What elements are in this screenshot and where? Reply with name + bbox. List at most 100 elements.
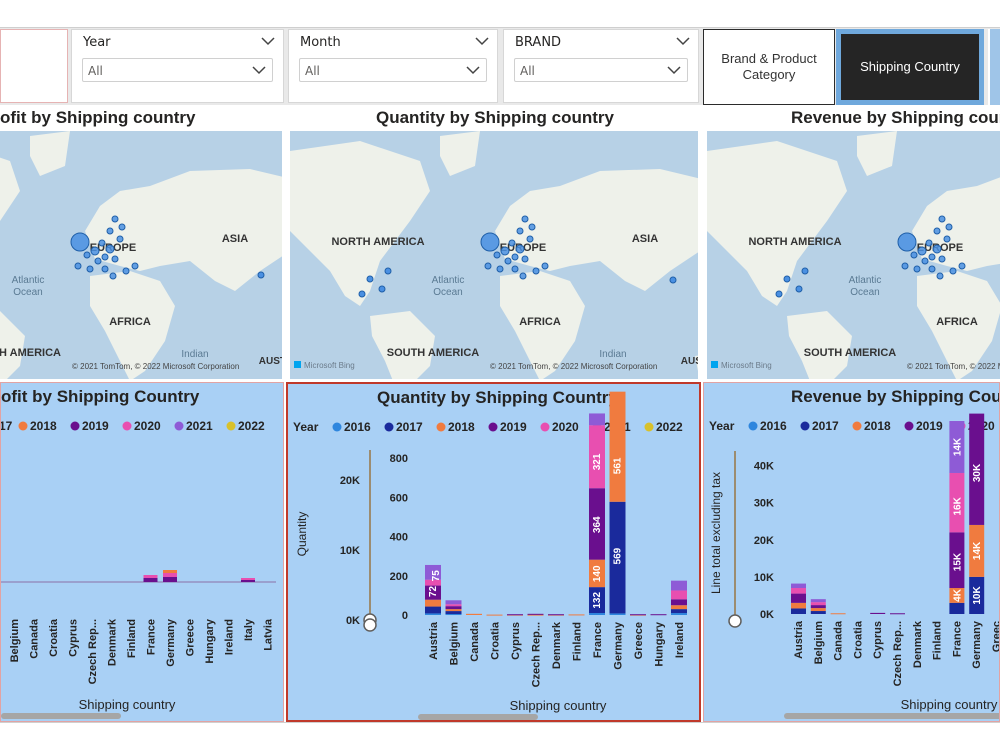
x-tick-label: Canada xyxy=(469,621,481,662)
x-tick-label: Austria xyxy=(793,620,805,659)
country-bubble xyxy=(541,262,549,270)
country-bubble xyxy=(516,227,524,235)
legend-label: 2016 xyxy=(344,420,371,434)
quantity-chart[interactable]: Quantity by Shipping Country Year 2016 2017… xyxy=(286,382,701,722)
chevron-down-icon[interactable] xyxy=(676,36,690,46)
north-america-landmass xyxy=(290,141,430,306)
nav-button-partial[interactable] xyxy=(988,29,1000,105)
month-slicer: Month All xyxy=(288,29,498,103)
x-tick-label: France xyxy=(592,622,604,658)
chevron-down-icon[interactable] xyxy=(475,36,489,46)
chart-title: Quantity by Shipping Country xyxy=(377,388,618,407)
africa-label: AFRICA xyxy=(519,316,561,328)
bar-segment xyxy=(163,577,177,582)
shipping-country-button[interactable]: Shipping Country xyxy=(836,29,984,105)
x-axis-title: Shipping country xyxy=(901,697,998,712)
y-tick-label: 200 xyxy=(390,571,408,583)
bar-segment xyxy=(949,588,965,603)
legend-label: 2020 xyxy=(134,419,161,433)
country-bubble xyxy=(480,232,500,252)
country-bubble xyxy=(936,272,944,280)
x-tick-label: Denmark xyxy=(107,618,119,666)
x-tick-label: Germany xyxy=(613,621,625,670)
horizontal-scrollbar xyxy=(1,713,121,719)
bing-logo-icon xyxy=(294,361,301,368)
data-label: 30K xyxy=(972,463,983,482)
x-tick-label: Belgium xyxy=(9,619,21,663)
x-tick-label: Belgium xyxy=(813,621,825,665)
country-bubble xyxy=(521,255,529,263)
bar-segment xyxy=(810,605,826,609)
legend-marker xyxy=(122,421,132,431)
country-bubble xyxy=(122,267,130,275)
profit-map[interactable]: EUROPEASIAAFRICAH AMERICAAtlanticOceanIn… xyxy=(0,131,282,379)
bar-segment xyxy=(791,593,806,603)
country-bubble xyxy=(519,272,527,280)
year-dropdown[interactable]: All xyxy=(82,58,273,82)
month-slicer-title: Month xyxy=(300,35,341,50)
country-bubble xyxy=(257,271,265,279)
y-tick-label: 20K xyxy=(754,535,774,547)
y-tick-label: 400 xyxy=(390,532,408,544)
bar-segment xyxy=(890,613,905,615)
range-slider-handle xyxy=(363,618,377,632)
data-label: 140 xyxy=(592,565,603,582)
country-bubble xyxy=(493,251,501,259)
slider-tick-label: 20K xyxy=(340,475,360,487)
legend-marker xyxy=(644,422,654,432)
data-label: 561 xyxy=(613,457,624,474)
country-bubble xyxy=(945,223,953,231)
legend-label-partial: 17 xyxy=(1,419,13,433)
legend-marker xyxy=(800,421,810,431)
country-bubble xyxy=(921,257,929,265)
indian-ocean-label: Indian xyxy=(181,349,208,360)
revenue-chart[interactable]: Revenue by Shipping Cour Year 2016 2017 2018… xyxy=(703,382,1000,722)
revenue-map[interactable]: NORTH AMERICAEUROPEASIAAFRICASOUTH AMERI… xyxy=(707,131,1000,379)
legend-label: 2020 xyxy=(552,420,579,434)
x-tick-label: Belgium xyxy=(449,622,461,666)
x-tick-label: Austria xyxy=(428,621,440,660)
profit-chart[interactable]: ofit by Shipping Country 17 2018 2019 2020 20… xyxy=(0,382,284,722)
bar-segment xyxy=(671,580,687,591)
quantity-map[interactable]: NORTH AMERICAEUROPEASIAAFRICASOUTH AMERI… xyxy=(290,131,698,379)
horizontal-scrollbar xyxy=(784,713,999,719)
brand-product-category-button[interactable]: Brand & Product Category xyxy=(703,29,835,105)
legend-marker xyxy=(174,421,184,431)
y-tick-label: 40K xyxy=(754,461,774,473)
country-bubble xyxy=(901,262,909,270)
brand-dropdown[interactable]: All xyxy=(514,58,688,82)
country-bubble xyxy=(384,267,392,275)
country-bubble xyxy=(795,285,803,293)
bar-segment xyxy=(671,609,687,614)
chart-title: ofit by Shipping Country xyxy=(1,387,200,406)
legend-label: 2017 xyxy=(396,420,423,434)
x-tick-label: Canada xyxy=(833,620,845,661)
greenland-landmass xyxy=(857,131,897,176)
bar-segment xyxy=(425,613,441,615)
brand-product-category-label: Brand & Product Category xyxy=(721,51,817,82)
x-tick-label: Cyprus xyxy=(68,619,80,657)
bing-label: Microsoft Bing xyxy=(304,361,355,370)
x-tick-label: Ireland xyxy=(674,622,686,658)
revenue-map-title: Revenue by Shipping cour xyxy=(791,108,1000,127)
country-bubble xyxy=(925,239,933,247)
atlantic-label: Atlantic xyxy=(849,275,882,286)
country-bubble xyxy=(116,235,124,243)
x-tick-label: Denmark xyxy=(912,620,924,668)
legend-marker xyxy=(904,421,914,431)
ocean-label: Ocean xyxy=(433,287,462,298)
chevron-down-icon[interactable] xyxy=(261,36,275,46)
south-america-landmass xyxy=(370,311,435,379)
country-bubble xyxy=(366,275,374,283)
x-tick-label: Croatia xyxy=(852,620,864,659)
x-tick-label: Denmark xyxy=(551,621,563,669)
indian-ocean-label: Indian xyxy=(599,349,626,360)
bar-segment xyxy=(425,599,441,607)
data-label: 4K xyxy=(952,588,963,602)
legend-title: Year xyxy=(709,419,735,433)
x-tick-label: Ireland xyxy=(224,619,236,655)
africa-label: AFRICA xyxy=(936,316,978,328)
month-dropdown[interactable]: All xyxy=(299,58,487,82)
legend-label: 2022 xyxy=(238,419,265,433)
bar-segment xyxy=(949,421,965,473)
